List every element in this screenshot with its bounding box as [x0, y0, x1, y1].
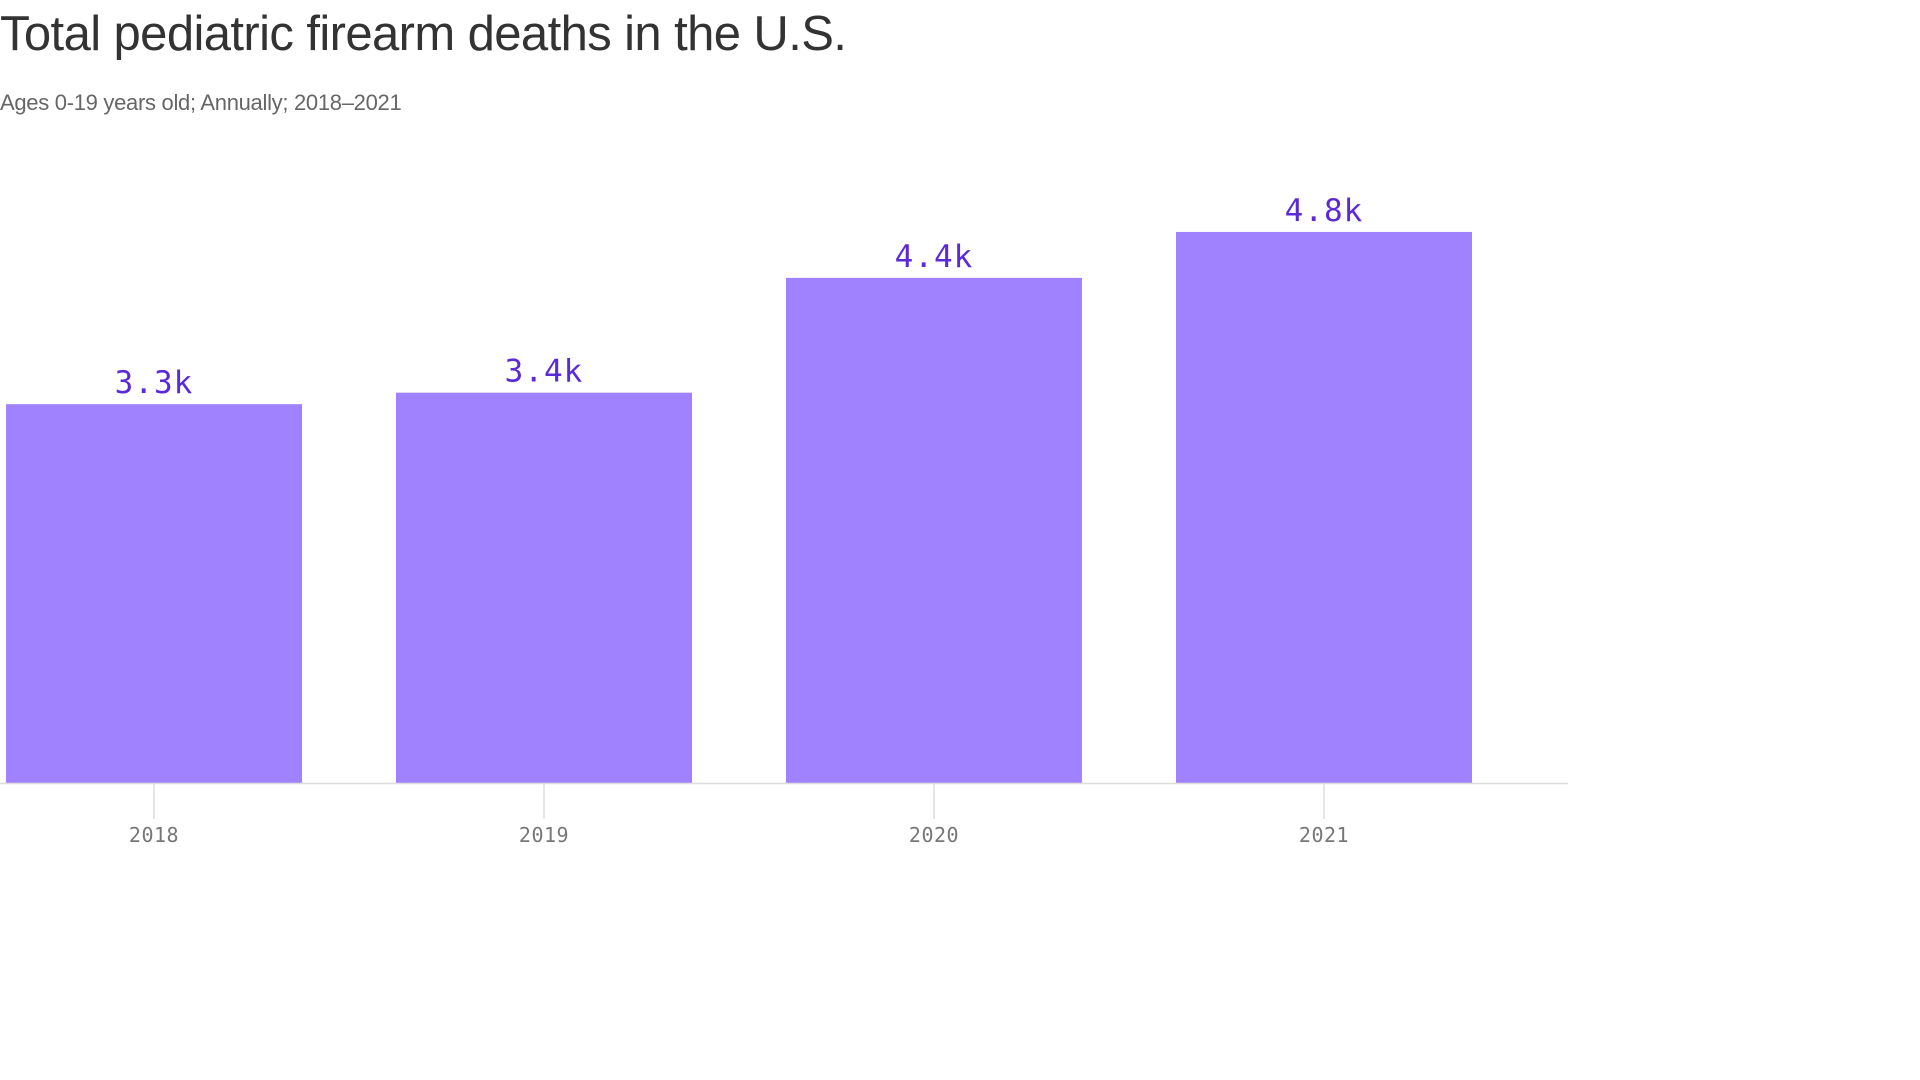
chart-title: Total pediatric firearm deaths in the U.…: [0, 7, 847, 61]
bar-2021: [1176, 231, 1472, 783]
value-label-2019: 3.4k: [505, 354, 584, 390]
x-tick-label-2020: 2020: [909, 823, 959, 847]
value-label-2020: 4.4k: [895, 239, 974, 275]
x-tick-label-2021: 2021: [1299, 823, 1349, 847]
bar-2018: [6, 404, 302, 783]
bar-chart: 3.3k 2018 3.4k 2019 4.4k 2020 4.8k 2021: [0, 193, 1568, 847]
value-label-2018: 3.3k: [115, 365, 194, 401]
bar-2020: [786, 277, 1082, 783]
x-tick-label-2019: 2019: [519, 823, 569, 847]
value-label-2021: 4.8k: [1285, 193, 1364, 229]
chart-subtitle: Ages 0-19 years old; Annually; 2018–2021: [0, 90, 402, 115]
bar-2019: [396, 392, 692, 783]
x-tick-label-2018: 2018: [129, 823, 179, 847]
